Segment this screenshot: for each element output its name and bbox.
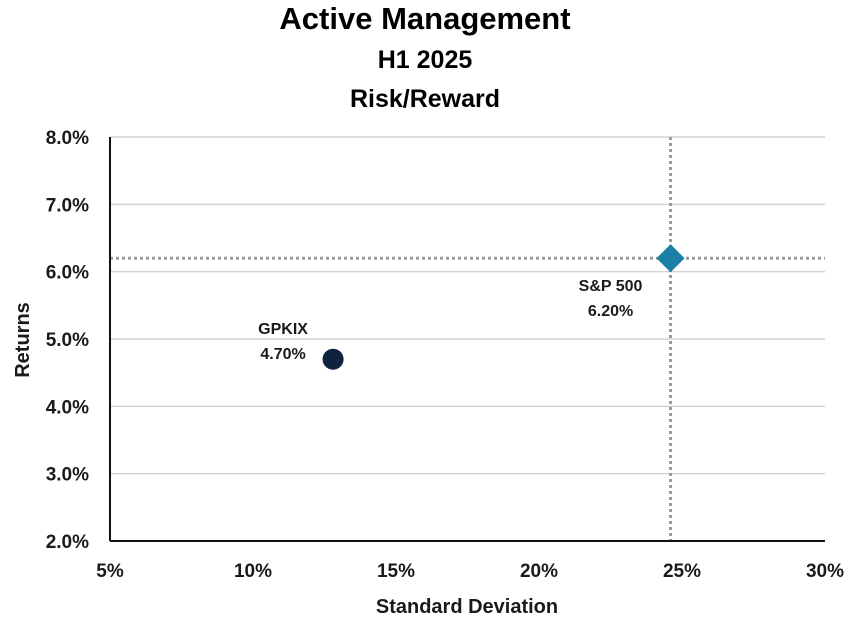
axes — [109, 137, 825, 542]
point-labels: GPKIX 4.70% S&P 500 6.20% — [258, 278, 642, 363]
chart-subtitle-period: H1 2025 — [377, 46, 473, 74]
y-tick-label: 3.0% — [46, 465, 89, 486]
point-label-name: GPKIX — [258, 321, 308, 338]
x-tick-label: 15% — [377, 561, 415, 582]
point-sp500 — [656, 244, 685, 273]
x-tick-label: 5% — [96, 561, 124, 582]
y-tick-label: 8.0% — [46, 128, 89, 149]
point-label-value: 6.20% — [588, 303, 633, 320]
chart-subtitle-metric: Risk/Reward — [349, 85, 501, 113]
y-tick-label: 2.0% — [46, 532, 89, 553]
x-axis-label: Standard Deviation — [376, 596, 558, 618]
data-points — [321, 244, 685, 371]
chart-title: Active Management — [279, 1, 571, 36]
y-tick-label: 5.0% — [46, 330, 89, 351]
y-tick-label: 7.0% — [46, 195, 89, 216]
y-axis-label: Returns — [12, 302, 34, 378]
reference-lines — [110, 137, 825, 541]
x-tick-label: 25% — [663, 561, 701, 582]
x-tick-label: 10% — [234, 561, 272, 582]
y-tick-label: 6.0% — [46, 263, 89, 284]
y-tick-label: 4.0% — [46, 397, 89, 418]
x-tick-label: 30% — [806, 561, 844, 582]
point-label-name: S&P 500 — [579, 278, 643, 295]
point-gpkix — [321, 347, 345, 371]
gridlines — [110, 136, 825, 475]
tick-labels: 2.0% 3.0% 4.0% 5.0% 6.0% 7.0% 8.0% 5% 10% 15% 20% 2… — [46, 128, 844, 582]
point-label-value: 4.70% — [260, 346, 305, 363]
x-tick-label: 20% — [520, 561, 558, 582]
